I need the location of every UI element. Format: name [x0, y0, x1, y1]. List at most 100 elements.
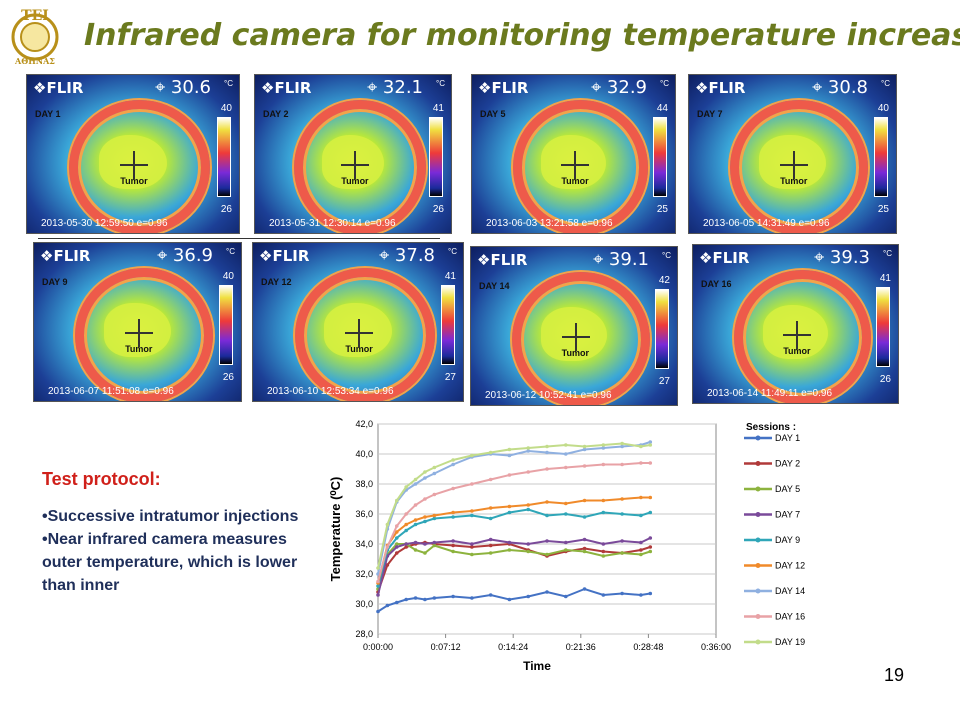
temperature-unit: °C: [436, 79, 445, 88]
data-point: [507, 597, 512, 602]
data-point: [394, 545, 399, 549]
data-point: [648, 545, 653, 549]
data-point: [582, 444, 587, 449]
data-point: [582, 447, 587, 452]
camera-brand: ❖FLIR: [699, 249, 750, 267]
spot-temperature-value: 30.6: [170, 77, 211, 98]
data-point: [648, 536, 653, 540]
scale-max: 40: [877, 103, 889, 114]
camera-brand: ❖FLIR: [477, 251, 528, 269]
color-scale-bar: [876, 287, 890, 367]
data-point: [648, 591, 653, 596]
data-point: [423, 515, 427, 519]
data-point: [620, 462, 624, 467]
data-point: [451, 462, 455, 467]
data-point: [404, 545, 408, 549]
camera-brand-text: FLIR: [491, 79, 529, 97]
data-point: [488, 543, 493, 548]
color-scale-bar: [653, 117, 667, 197]
spot-temperature: ⌖ 36.9: [157, 245, 213, 266]
scale-max: 44: [656, 103, 668, 114]
data-point: [601, 446, 606, 450]
thermal-image-3: ❖FLIR ⌖ 32.9 °C DAY 5 Tumor 44 25 2013-06-03 13…: [471, 74, 676, 234]
data-point: [563, 465, 568, 470]
protocol-bullet-2: •Near infrared camera measures outer tem…: [42, 531, 298, 594]
data-point: [404, 485, 408, 489]
data-point: [507, 540, 512, 545]
legend-entry: DAY 5: [775, 484, 800, 494]
data-point: [507, 510, 512, 515]
camera-brand-text: FLIR: [490, 251, 528, 269]
data-point: [451, 515, 455, 519]
legend-marker: [755, 435, 761, 441]
spot-temperature: ⌖ 30.8: [812, 77, 868, 98]
timestamp: 2013-06-07 11:51:08 e=0.96: [48, 386, 174, 397]
data-point: [488, 477, 493, 482]
camera-brand: ❖FLIR: [261, 79, 312, 97]
data-point: [394, 498, 399, 503]
data-point: [601, 549, 606, 554]
logo-text-bottom: ΑΘΗΝΑΣ: [14, 56, 55, 66]
data-point: [526, 542, 531, 546]
data-point: [526, 470, 531, 474]
crosshair-icon: [561, 322, 590, 351]
color-scale-bar: [655, 289, 669, 369]
data-point: [601, 462, 606, 467]
legend-entry: DAY 14: [775, 586, 805, 596]
legend-entry: DAY 9: [775, 535, 800, 545]
temperature-unit: °C: [662, 251, 671, 260]
data-point: [413, 540, 418, 545]
timestamp: 2013-05-30 12:59:50 e=0.96: [41, 218, 168, 229]
scale-min: 26: [432, 204, 444, 215]
data-point: [545, 500, 549, 504]
spot-temperature: ⌖ 32.9: [591, 77, 647, 98]
temperature-unit: °C: [883, 249, 892, 258]
data-point: [423, 542, 427, 546]
data-point: [385, 563, 390, 567]
legend-marker: [755, 486, 761, 492]
data-point: [582, 464, 587, 468]
data-point: [404, 542, 408, 546]
camera-brand-text: FLIR: [53, 247, 91, 265]
data-point: [404, 522, 408, 527]
data-point: [582, 498, 587, 503]
data-point: [413, 477, 418, 482]
tumor-label: Tumor: [120, 176, 148, 187]
page-title: Infrared camera for monitoring temperatu…: [84, 18, 960, 53]
y-tick-label: 34,0: [355, 539, 373, 549]
data-point: [620, 551, 624, 555]
camera-brand: ❖FLIR: [695, 79, 746, 97]
scale-min: 25: [656, 204, 668, 215]
data-point: [413, 522, 418, 527]
y-tick-label: 38,0: [355, 479, 373, 489]
data-point: [451, 543, 455, 548]
x-tick-label: 0:07:12: [431, 642, 461, 652]
data-point: [394, 530, 399, 534]
data-point: [488, 537, 493, 542]
session-day-label: DAY 2: [263, 109, 289, 119]
thermal-image-8: ❖FLIR ⌖ 39.3 °C DAY 16 Tumor 41 26 2013-06-14 1…: [692, 244, 899, 404]
data-point: [413, 482, 418, 486]
spot-temperature-value: 30.8: [827, 77, 868, 98]
data-point: [601, 498, 606, 503]
spot-temperature-value: 36.9: [172, 245, 213, 266]
spot-temperature: ⌖ 30.6: [155, 77, 211, 98]
camera-brand-text: FLIR: [46, 79, 84, 97]
thermal-image-1: ❖FLIR ⌖ 30.6 °C DAY 1 Tumor 40 26 2013-05-30 12…: [26, 74, 240, 234]
scale-max: 40: [220, 103, 232, 114]
camera-brand-text: FLIR: [272, 247, 310, 265]
data-point: [451, 594, 455, 599]
crosshair-icon: [125, 318, 154, 347]
data-point: [648, 440, 653, 444]
data-point: [470, 552, 474, 557]
data-point: [376, 579, 380, 584]
temperature-unit: °C: [881, 79, 890, 88]
data-point: [648, 549, 653, 554]
timestamp: 2013-05-31 12:30:14 e=0.96: [269, 218, 396, 229]
tumor-label: Tumor: [561, 176, 589, 187]
data-point: [601, 554, 606, 558]
data-point: [639, 593, 643, 597]
data-point: [582, 515, 587, 519]
crosshair-icon: [341, 150, 370, 179]
y-tick-label: 40,0: [355, 449, 373, 459]
